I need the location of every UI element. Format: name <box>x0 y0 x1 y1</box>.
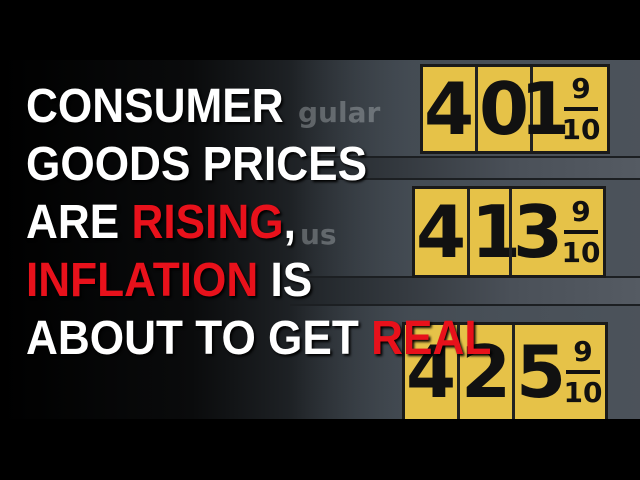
headline: CONSUMER GOODS PRICES ARE RISING, INFLAT… <box>26 78 492 368</box>
gas-price-sign: gular 4 0 1 9 10 us 4 1 3 9 10 4 <box>0 60 640 419</box>
thumbnail-image: gular 4 0 1 9 10 us 4 1 3 9 10 4 <box>0 60 640 419</box>
headline-highlight: INFLATION <box>26 254 259 307</box>
price-panel: 4 0 1 9 10 <box>420 64 610 154</box>
price-digit: 4 <box>423 67 475 151</box>
sign-grade-label: gular <box>298 96 381 129</box>
price-panel: 4 1 3 9 10 <box>412 186 606 278</box>
headline-highlight: RISING <box>131 196 284 249</box>
headline-highlight: REAL <box>371 312 492 365</box>
price-digit: 1 <box>470 190 522 274</box>
headline-line-1: CONSUMER <box>26 80 284 133</box>
price-fraction: 9 10 <box>563 335 603 409</box>
price-digit: 3 <box>512 190 564 274</box>
price-fraction: 9 10 <box>561 195 601 269</box>
price-digit: 5 <box>515 330 567 414</box>
price-digit: 4 <box>405 330 457 414</box>
headline-line-3: ARE RISING, <box>26 196 296 249</box>
price-fraction: 9 10 <box>561 72 601 146</box>
price-panel: 4 2 5 9 10 <box>402 322 608 419</box>
headline-line-4: INFLATION IS <box>26 254 313 307</box>
price-digit: 2 <box>460 330 512 414</box>
price-digit: 0 <box>478 67 530 151</box>
sign-grade-label: us <box>300 218 337 251</box>
headline-line-2: GOODS PRICES <box>26 138 368 191</box>
headline-line-5: ABOUT TO GET REAL <box>26 312 492 365</box>
price-digit: 4 <box>415 190 467 274</box>
